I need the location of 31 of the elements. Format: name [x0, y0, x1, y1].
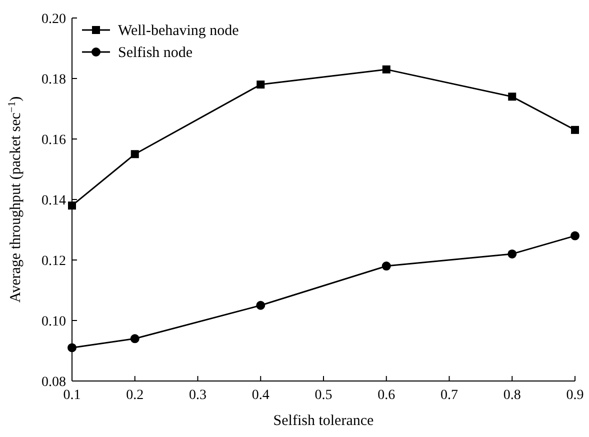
point [508, 92, 516, 101]
x-tick-label: 0.7 [440, 388, 458, 403]
point [256, 80, 265, 89]
point [256, 300, 266, 310]
point [130, 150, 139, 158]
point [382, 262, 391, 271]
y-tick-label: 0.12 [42, 254, 66, 269]
x-tick-label: 0.6 [378, 388, 396, 403]
point [68, 202, 76, 210]
x-tick-label: 0.5 [314, 388, 332, 403]
point [382, 65, 390, 74]
x-tick-label: 0.1 [63, 388, 81, 403]
x-tick-label: 0.3 [189, 388, 206, 403]
legend-label: Selfish node [118, 45, 193, 61]
y-tick-label: 0.14 [42, 194, 66, 208]
legend-label: Well-behaving node [118, 23, 240, 39]
y-tick-label: 0.20 [42, 12, 66, 27]
point [68, 343, 76, 352]
x-tick-label: 0.4 [252, 388, 270, 403]
point [508, 249, 517, 258]
x-tick-label: 0.2 [126, 388, 144, 403]
x-tick-label: 0.9 [566, 388, 584, 403]
point [130, 334, 140, 344]
y-tick-label: 0.18 [42, 72, 66, 88]
point [571, 126, 579, 134]
y-tick-label: 0.08 [42, 375, 66, 390]
x-axis-title: Selfish tolerance [273, 413, 374, 429]
x-tick-label: 0.8 [503, 388, 521, 403]
point [570, 231, 580, 240]
y-tick-label: 0.10 [42, 314, 66, 330]
y-tick-label: 0.16 [42, 133, 66, 148]
